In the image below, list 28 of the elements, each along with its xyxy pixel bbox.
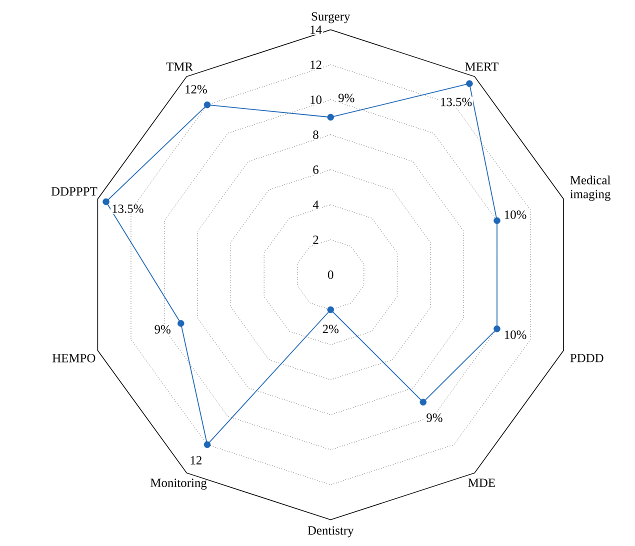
text: 10% (504, 210, 526, 219)
text: 12% (186, 85, 207, 94)
spoke-label: HEMPO (52, 354, 96, 362)
spoke-label: TMR (166, 62, 194, 71)
spoke-label: DDPPPT (51, 187, 98, 196)
text: 9% (338, 94, 354, 102)
spoke-label: MDE (468, 478, 495, 487)
y-tick-label: 14 (310, 26, 322, 34)
y-tick-label: 2 (313, 236, 318, 244)
spoke-label: Dentistry (308, 526, 354, 538)
spoke-label: Medical imaging (570, 176, 610, 201)
text: 9% (154, 325, 170, 334)
y-tick-label: 12 (310, 60, 322, 69)
spoke-label: Surgery (312, 12, 350, 24)
text: 12 (190, 456, 202, 464)
text: 13.5% (441, 98, 472, 106)
spoke-label: Monitoring (150, 478, 207, 490)
y-tick-label: 4 (312, 200, 319, 209)
spoke-label: MERT (465, 62, 498, 71)
text: 9% (426, 414, 442, 422)
y-tick-label: 0 (328, 270, 334, 279)
y-tick-label: 10 (310, 96, 322, 104)
y-tick-label: 6 (313, 166, 318, 174)
text: 2% (322, 324, 339, 334)
text: 13.5% (112, 204, 144, 213)
text: 10% (504, 330, 526, 340)
spoke-label: PDDD (570, 354, 604, 362)
y-tick-label: 8 (313, 130, 318, 139)
